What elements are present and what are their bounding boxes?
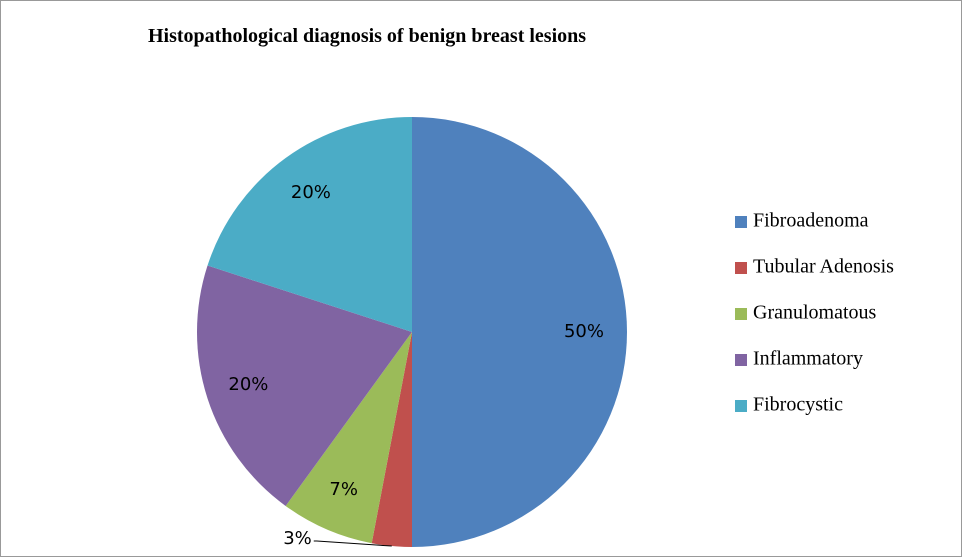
legend-label: Fibrocystic <box>753 394 843 416</box>
pie-slice <box>207 117 412 332</box>
pie-slice <box>285 332 412 544</box>
legend-swatch <box>735 262 747 274</box>
pie-slice <box>412 117 627 547</box>
leader-line <box>313 540 392 547</box>
legend-swatch <box>735 400 747 412</box>
legend-label: Tubular Adenosis <box>753 256 894 278</box>
pie-slice <box>371 332 412 547</box>
data-label: 7% <box>329 479 358 500</box>
legend-label: Inflammatory <box>753 348 863 370</box>
data-label: 3% <box>283 528 312 549</box>
legend-label: Fibroadenoma <box>753 210 869 232</box>
legend-swatch <box>735 216 747 228</box>
data-label: 50% <box>564 321 604 342</box>
legend-swatch <box>735 354 747 366</box>
data-label: 20% <box>228 374 268 395</box>
legend-label: Granulomatous <box>753 302 877 324</box>
legend-swatch <box>735 308 747 320</box>
pie-slice <box>196 265 412 506</box>
chart-title: Histopathological diagnosis of benign br… <box>148 25 586 47</box>
data-label: 20% <box>291 182 331 203</box>
